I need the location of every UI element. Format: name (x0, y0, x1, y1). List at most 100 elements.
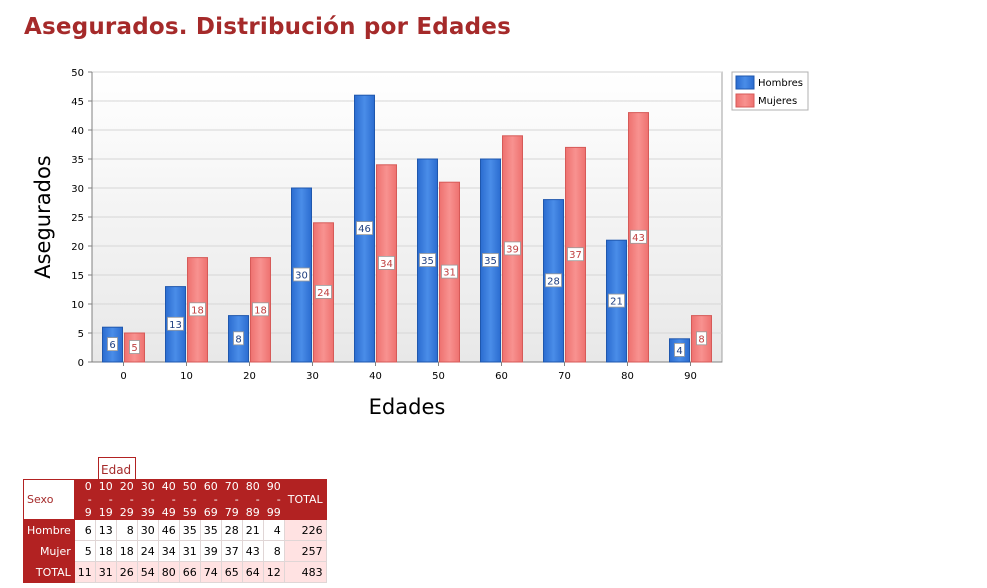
column-header: 30 - 39 (136, 479, 159, 520)
y-tick-label: 30 (71, 184, 84, 195)
table-cell: 37 (220, 540, 243, 562)
table-cell: 28 (220, 519, 243, 541)
column-header: 20 - 29 (115, 479, 138, 520)
data-label-box (315, 284, 332, 299)
table-cell: 80 (157, 561, 180, 583)
table-cell: 4 (262, 519, 285, 541)
column-header: 60 - 69 (199, 479, 222, 520)
data-label-box (419, 253, 436, 267)
table-cell: 8 (262, 540, 285, 562)
data-label-box (293, 267, 310, 282)
table-cell: 26 (115, 561, 138, 583)
data-label: 35 (484, 256, 497, 267)
data-label-box (674, 342, 685, 357)
y-tick-label: 5 (78, 329, 84, 340)
legend-label: Hombres (758, 78, 803, 89)
legend-swatch (735, 75, 755, 90)
data-label: 43 (632, 233, 645, 244)
table-cell: 39 (199, 540, 222, 562)
table-cell: 30 (136, 519, 159, 541)
data-label-box (189, 302, 206, 317)
table-cell: 65 (220, 561, 243, 583)
data-label: 18 (191, 305, 204, 316)
column-header: 80 - 89 (241, 479, 264, 520)
data-label: 46 (358, 224, 371, 235)
x-tick-label: 0 (120, 371, 126, 382)
table-cell: 6 (73, 519, 96, 541)
x-tick-label: 80 (621, 371, 634, 382)
data-label: 4 (676, 346, 682, 357)
data-label-box (608, 293, 625, 308)
y-tick-label: 0 (78, 358, 84, 369)
table-cell: 74 (199, 561, 222, 583)
data-label-box (378, 255, 395, 270)
edad-column-tab[interactable]: Edad (98, 457, 136, 479)
column-header: 40 - 49 (157, 479, 180, 520)
data-label-box (482, 253, 499, 267)
total-column-header: TOTAL (283, 479, 327, 520)
data-label-box (107, 337, 118, 352)
table-cell: 18 (115, 540, 138, 562)
table-cell: 21 (241, 519, 264, 541)
column-header: 50 - 59 (178, 479, 201, 520)
data-label: 30 (295, 271, 308, 282)
legend-swatch (735, 93, 755, 108)
data-label-box (233, 331, 244, 346)
column-header: 70 - 79 (220, 479, 243, 520)
x-axis-title: Edades (369, 395, 446, 419)
row-total-cell: 257 (283, 540, 327, 562)
data-label-box (504, 241, 521, 256)
data-label-box (252, 302, 269, 317)
table-cell: 54 (136, 561, 159, 583)
table-cell: 34 (157, 540, 180, 562)
table-cell: 12 (262, 561, 285, 583)
data-label: 35 (421, 256, 434, 267)
legend: Hombres Mujeres (731, 71, 809, 111)
data-label-box (545, 273, 562, 288)
data-label: 28 (547, 276, 560, 287)
data-label: 34 (380, 259, 393, 270)
data-label: 37 (569, 250, 582, 261)
column-header: 90 - 99 (262, 479, 285, 520)
row-header: Mujer (23, 540, 75, 562)
x-tick-label: 40 (369, 371, 382, 382)
table-cell: 31 (178, 540, 201, 562)
data-label: 5 (131, 343, 137, 354)
sexo-row-header[interactable]: Sexo (23, 479, 75, 520)
table-cell: 35 (199, 519, 222, 541)
y-tick-label: 20 (71, 242, 84, 253)
data-label: 18 (254, 305, 267, 316)
y-axis-title: Asegurados (31, 155, 55, 279)
x-tick-label: 70 (558, 371, 571, 382)
table-cell: 31 (94, 561, 117, 583)
row-header: Hombre (23, 519, 75, 541)
table-cell: 43 (241, 540, 264, 562)
data-label-box (129, 340, 140, 354)
y-tick-label: 25 (71, 213, 84, 224)
y-tick-label: 10 (71, 300, 84, 311)
data-label-box (167, 316, 184, 331)
table-cell: 66 (178, 561, 201, 583)
data-label-box (696, 331, 707, 346)
table-cell: 64 (241, 561, 264, 583)
table-cell: 8 (115, 519, 138, 541)
data-label-box (567, 247, 584, 262)
table-header-row: Sexo 0 - 9 10 - 19 20 - 29 30 - 39 40 - 49 50 … (23, 479, 327, 520)
table-row: Mujer 5 18 18 24 34 31 39 37 43 8 257 (23, 540, 327, 562)
x-tick-label: 20 (243, 371, 256, 382)
data-label-box (441, 264, 458, 279)
table-cell: 11 (73, 561, 96, 583)
y-tick-label: 50 (71, 68, 84, 79)
x-tick-label: 90 (684, 371, 697, 382)
table-cell: 13 (94, 519, 117, 541)
x-tick-label: 30 (306, 371, 319, 382)
data-label: 31 (443, 268, 456, 279)
data-label: 13 (169, 320, 182, 331)
table-row: Hombre 6 13 8 30 46 35 35 28 21 4 226 (23, 519, 327, 541)
x-tick-label: 50 (432, 371, 445, 382)
data-label: 39 (506, 244, 519, 255)
data-label-box (630, 229, 647, 244)
table-cell: 18 (94, 540, 117, 562)
data-label: 8 (235, 334, 241, 345)
data-label-box (356, 221, 373, 236)
